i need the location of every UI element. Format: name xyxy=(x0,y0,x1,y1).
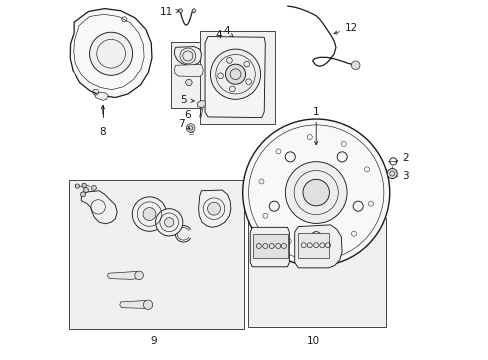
Polygon shape xyxy=(198,190,230,227)
Circle shape xyxy=(82,183,86,188)
Text: 4: 4 xyxy=(215,30,222,40)
Circle shape xyxy=(351,61,359,69)
Text: 5: 5 xyxy=(180,95,194,105)
Circle shape xyxy=(185,79,192,86)
Circle shape xyxy=(75,184,80,188)
Circle shape xyxy=(81,192,85,197)
Circle shape xyxy=(210,49,260,99)
Bar xyxy=(298,233,328,258)
Circle shape xyxy=(186,124,195,132)
Circle shape xyxy=(225,64,245,84)
Text: 10: 10 xyxy=(306,336,319,346)
Polygon shape xyxy=(81,191,117,224)
Circle shape xyxy=(91,185,96,190)
Circle shape xyxy=(164,218,174,227)
Circle shape xyxy=(143,300,152,310)
Polygon shape xyxy=(70,9,152,98)
Text: 6: 6 xyxy=(184,111,191,121)
Text: 8: 8 xyxy=(100,127,106,136)
Polygon shape xyxy=(174,64,203,77)
Bar xyxy=(171,42,228,108)
Polygon shape xyxy=(250,227,289,267)
Bar xyxy=(247,218,386,327)
Text: 9: 9 xyxy=(150,336,157,346)
Polygon shape xyxy=(204,37,265,118)
Bar xyxy=(199,31,274,125)
Text: 7: 7 xyxy=(177,120,190,129)
Circle shape xyxy=(285,162,346,224)
Circle shape xyxy=(207,202,220,215)
Circle shape xyxy=(83,188,88,193)
Bar xyxy=(69,180,244,329)
Polygon shape xyxy=(174,46,201,65)
Circle shape xyxy=(142,208,156,221)
Polygon shape xyxy=(120,301,147,309)
Polygon shape xyxy=(178,9,183,13)
Text: 12: 12 xyxy=(333,23,357,34)
Text: 11: 11 xyxy=(159,7,179,17)
Polygon shape xyxy=(197,100,205,108)
Circle shape xyxy=(155,209,183,236)
Bar xyxy=(253,234,287,258)
Circle shape xyxy=(135,271,143,280)
Circle shape xyxy=(132,197,166,231)
Polygon shape xyxy=(69,72,83,92)
Circle shape xyxy=(242,119,389,266)
Circle shape xyxy=(386,168,396,179)
Text: 4: 4 xyxy=(223,26,233,37)
Polygon shape xyxy=(107,271,139,279)
Text: 3: 3 xyxy=(402,171,408,181)
Text: 2: 2 xyxy=(402,153,408,163)
Circle shape xyxy=(180,48,195,64)
Polygon shape xyxy=(192,9,196,13)
Text: 1: 1 xyxy=(312,107,319,145)
Polygon shape xyxy=(94,92,108,100)
Circle shape xyxy=(89,32,132,75)
Polygon shape xyxy=(294,225,341,268)
Circle shape xyxy=(303,179,329,206)
